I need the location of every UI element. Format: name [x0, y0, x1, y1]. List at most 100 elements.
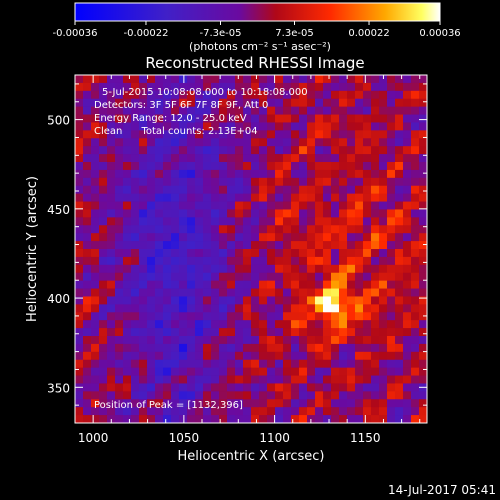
heatmap-cell	[203, 343, 212, 353]
heatmap-cell	[347, 415, 356, 424]
heatmap-cell	[131, 249, 140, 258]
heatmap-cell	[179, 351, 188, 361]
heatmap-cell	[363, 138, 372, 147]
heatmap-cell	[235, 312, 244, 321]
heatmap-cell	[243, 122, 252, 131]
heatmap-cell	[219, 106, 228, 115]
heatmap-cell	[227, 256, 236, 266]
heatmap-cell	[83, 201, 92, 210]
heatmap-cell	[99, 296, 108, 305]
heatmap-cell	[387, 90, 396, 100]
heatmap-cell	[115, 169, 124, 179]
heatmap-cell	[331, 296, 340, 305]
heatmap-cell	[331, 122, 340, 131]
heatmap-cell	[411, 399, 420, 408]
heatmap-cell	[243, 359, 252, 369]
heatmap-cell	[371, 82, 380, 92]
heatmap-cell	[275, 193, 284, 202]
heatmap-cell	[251, 312, 260, 321]
heatmap-cell	[83, 130, 92, 139]
heatmap-cell	[195, 351, 204, 361]
heatmap-cell	[91, 288, 100, 297]
heatmap-cell	[147, 177, 156, 187]
heatmap-cell	[371, 399, 380, 408]
heatmap-cell	[179, 367, 188, 376]
heatmap-cell	[395, 193, 404, 202]
heatmap-cell	[275, 256, 284, 266]
heatmap-cell	[179, 296, 188, 305]
colorbar	[74, 2, 441, 22]
heatmap-cell	[251, 209, 260, 218]
heatmap-cell	[115, 217, 124, 226]
heatmap-cell	[179, 122, 188, 131]
heatmap-cell	[155, 122, 164, 131]
heatmap-cell	[347, 225, 356, 234]
heatmap-cell	[211, 169, 220, 179]
heatmap-cell	[299, 138, 308, 147]
heatmap-cell	[163, 351, 172, 361]
heatmap-cell	[99, 90, 108, 100]
heatmap-cell	[131, 383, 140, 392]
heatmap-cell	[275, 90, 284, 100]
heatmap-cell	[275, 288, 284, 297]
heatmap-cell	[331, 272, 340, 282]
heatmap-cell	[211, 249, 220, 258]
heatmap-cell	[339, 415, 348, 424]
annotation-peak-position: Position of Peak = [1132,396]	[94, 400, 243, 411]
heatmap-cell	[99, 399, 108, 408]
heatmap-cell	[251, 399, 260, 408]
heatmap-cell	[323, 114, 332, 123]
heatmap-cell	[331, 336, 340, 345]
heatmap-cell	[371, 138, 380, 147]
heatmap-cell	[91, 82, 100, 92]
heatmap-cell	[131, 201, 140, 210]
heatmap-cell	[259, 256, 268, 266]
heatmap-cell	[331, 177, 340, 187]
x-tick-label: 1100	[259, 431, 290, 445]
heatmap-cell	[91, 146, 100, 155]
heatmap-cell	[379, 320, 388, 329]
heatmap-cell	[291, 351, 300, 361]
heatmap-cell	[115, 343, 124, 353]
heatmap-cell	[107, 201, 116, 210]
heatmap-cell	[75, 249, 84, 258]
heatmap-cell	[299, 162, 308, 171]
heatmap-cell	[395, 312, 404, 321]
heatmap-cell	[419, 114, 428, 123]
heatmap-cell	[387, 256, 396, 266]
heatmap-cell	[299, 280, 308, 289]
heatmap-cell	[211, 336, 220, 345]
heatmap-cell	[291, 328, 300, 337]
heatmap-cell	[139, 415, 148, 424]
heatmap-cell	[267, 106, 276, 115]
heatmap-cell	[291, 130, 300, 139]
heatmap-cell	[379, 122, 388, 131]
heatmap-cell	[371, 272, 380, 282]
heatmap-cell	[419, 359, 428, 369]
heatmap-cell	[195, 82, 204, 92]
heatmap-cell	[371, 146, 380, 155]
heatmap-cell	[243, 233, 252, 242]
heatmap-cell	[107, 90, 116, 100]
heatmap-cell	[411, 177, 420, 187]
heatmap-cell	[387, 272, 396, 282]
heatmap-cell	[323, 304, 332, 313]
heatmap-cell	[419, 272, 428, 282]
heatmap-cell	[283, 367, 292, 376]
heatmap-cell	[355, 391, 364, 400]
heatmap-cell	[219, 391, 228, 400]
heatmap-cell	[83, 272, 92, 282]
heatmap-cell	[395, 351, 404, 361]
heatmap-cell	[131, 82, 140, 92]
heatmap-cell	[251, 217, 260, 226]
heatmap-cell	[163, 193, 172, 202]
heatmap-cell	[155, 146, 164, 155]
heatmap-cell	[323, 169, 332, 179]
heatmap-cell	[307, 217, 316, 226]
heatmap-cell	[203, 359, 212, 369]
heatmap-cell	[307, 169, 316, 179]
heatmap-cell	[91, 256, 100, 266]
heatmap-cell	[347, 146, 356, 155]
heatmap-cell	[395, 391, 404, 400]
